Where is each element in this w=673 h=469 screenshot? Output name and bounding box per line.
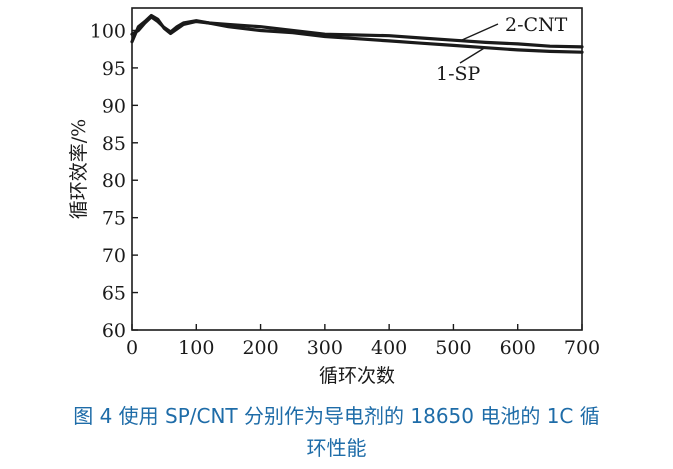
y-ticks: 60 65 70 75 80 85 90 95 100 [90, 20, 138, 342]
series-point [195, 19, 198, 22]
series-point [516, 43, 519, 45]
figure-caption: 图 4 使用 SP/CNT 分别作为导电剂的 18650 电池的 1C 循 环性… [0, 400, 673, 464]
series-point [137, 25, 140, 28]
y-tick-label: 90 [102, 95, 126, 117]
y-tick-label: 95 [102, 58, 126, 80]
y-tick-label: 100 [90, 20, 126, 42]
y-tick-label: 80 [102, 170, 126, 192]
y-axis-label: 循环效率/% [68, 119, 90, 219]
x-tick-label: 300 [307, 337, 343, 359]
series-point [144, 22, 146, 24]
series-point [150, 16, 153, 18]
x-tick-label: 600 [500, 337, 536, 359]
y-tick-label: 70 [102, 245, 126, 267]
series-labels: 2-CNT 1-SP [436, 14, 568, 85]
series-point [452, 44, 455, 47]
x-tick-label: 100 [178, 337, 214, 359]
series-label: 2-CNT [505, 14, 568, 36]
series-label-leader [459, 46, 487, 64]
caption-line-2: 环性能 [306, 436, 367, 460]
caption-line-1: 图 4 使用 SP/CNT 分别作为导电剂的 18650 电池的 1C 循 [73, 404, 600, 428]
series-point [156, 20, 159, 23]
series-point [169, 31, 172, 33]
y-tick-label: 85 [102, 133, 126, 155]
series-point [549, 45, 551, 47]
series-label-leader [461, 23, 499, 41]
series-point [420, 37, 423, 39]
series-point [163, 26, 165, 29]
series-point [291, 31, 294, 34]
series-point [291, 29, 294, 32]
series-label: 1-SP [436, 63, 481, 85]
series-point [356, 34, 358, 36]
series-point [388, 34, 390, 37]
x-tick-label: 400 [371, 337, 407, 359]
x-tick-label: 500 [435, 337, 471, 359]
y-tick-label: 75 [102, 208, 126, 230]
series-point [259, 25, 262, 28]
series-point [208, 22, 210, 24]
y-tick-label: 65 [102, 283, 126, 305]
series-point [484, 41, 487, 44]
series-point [549, 50, 551, 53]
series-point [420, 42, 423, 44]
series-point [176, 25, 178, 28]
series-point [356, 37, 358, 40]
series-point [452, 39, 455, 41]
series-point [227, 25, 230, 28]
x-tick-label: 200 [242, 337, 278, 359]
x-ticks: 0 100 200 300 400 500 600 700 [126, 324, 600, 359]
series-point [137, 29, 140, 32]
x-tick-label: 700 [564, 337, 600, 359]
x-tick-label: 0 [126, 337, 138, 359]
series-point [388, 40, 390, 42]
series-point [182, 22, 185, 24]
series-point [259, 29, 262, 32]
cycle-efficiency-chart: 0 100 200 300 400 500 600 700 60 65 70 75 80 85 90 95 1… [68, 7, 600, 387]
series-point [324, 35, 326, 38]
series-point [227, 23, 230, 26]
y-tick-label: 60 [102, 320, 126, 342]
plot-frame [131, 7, 583, 331]
x-axis-label: 循环次数 [319, 365, 395, 387]
series-point [516, 49, 519, 51]
series-point [324, 33, 326, 36]
